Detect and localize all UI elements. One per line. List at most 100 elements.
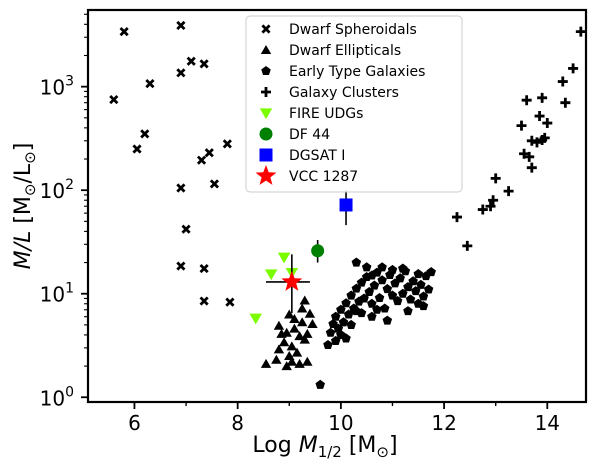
series-dwarf-ellipticals bbox=[260, 295, 318, 371]
early-type-galaxies-point bbox=[382, 315, 393, 325]
early-type-galaxies-point bbox=[367, 311, 377, 321]
y-tick-label: 103 bbox=[40, 74, 74, 100]
dwarf-ellipticals-point bbox=[276, 328, 287, 338]
dwarf-ellipticals-point bbox=[273, 320, 285, 330]
dwarf-ellipticals-point bbox=[291, 347, 303, 357]
series-layer bbox=[109, 20, 586, 389]
legend-marker-early-type-galaxies bbox=[261, 66, 271, 76]
dwarf-ellipticals-point bbox=[289, 314, 300, 323]
early-type-galaxies-point bbox=[323, 339, 333, 350]
dwarf-ellipticals-point bbox=[307, 319, 318, 328]
dwarf-ellipticals-point bbox=[284, 309, 295, 319]
early-type-galaxies-point bbox=[369, 280, 380, 290]
galaxy-clusters-point bbox=[519, 148, 530, 159]
y-axis: 100 101 102 103 bbox=[40, 13, 88, 410]
early-type-galaxies-point bbox=[346, 290, 356, 300]
vcc-1287-point bbox=[281, 270, 303, 291]
fire-udgs-point bbox=[277, 252, 291, 264]
dwarf-spheroidals-point bbox=[132, 144, 142, 154]
dwarf-spheroidals-point bbox=[186, 56, 196, 66]
fire-udgs-point bbox=[264, 269, 278, 281]
dwarf-ellipticals-point bbox=[302, 328, 313, 338]
early-type-galaxies-point bbox=[426, 267, 436, 277]
early-type-galaxies-point bbox=[413, 269, 424, 279]
dwarf-spheroidals-point bbox=[176, 20, 186, 31]
galaxy-clusters-point bbox=[462, 240, 473, 251]
y-axis-title: M/L [M⊙/L⊙] bbox=[11, 143, 39, 270]
dwarf-spheroidals-point bbox=[222, 139, 232, 149]
series-df-44 bbox=[311, 240, 325, 263]
early-type-galaxies-point bbox=[341, 298, 351, 308]
galaxy-clusters-point bbox=[542, 118, 553, 129]
dwarf-ellipticals-point bbox=[281, 361, 292, 371]
y-tick-label: 101 bbox=[40, 281, 74, 307]
dwarf-ellipticals-point bbox=[302, 356, 313, 366]
dwarf-spheroidals-point bbox=[204, 148, 214, 158]
dwarf-ellipticals-point bbox=[286, 341, 298, 351]
early-type-galaxies-point bbox=[341, 333, 351, 343]
dwarf-spheroidals-point bbox=[199, 59, 209, 69]
early-type-galaxies-point bbox=[330, 335, 341, 345]
dwarf-ellipticals-point bbox=[299, 334, 310, 344]
dwarf-ellipticals-point bbox=[296, 317, 308, 327]
early-type-galaxies-point bbox=[346, 319, 356, 329]
y-tick-label: 100 bbox=[40, 384, 74, 410]
galaxy-clusters-point bbox=[534, 111, 545, 122]
legend-marker-dgsat-i bbox=[259, 148, 273, 162]
x-axis-title: Log M1/2 [M⊙] bbox=[252, 433, 397, 459]
dwarf-spheroidals-point bbox=[176, 261, 186, 271]
early-type-galaxies-point bbox=[361, 262, 372, 272]
galaxy-clusters-point bbox=[524, 151, 535, 162]
galaxy-clusters-point bbox=[490, 173, 501, 184]
series-galaxy-clusters bbox=[451, 26, 586, 251]
dwarf-ellipticals-point bbox=[289, 323, 300, 333]
early-type-galaxies-point bbox=[351, 306, 362, 316]
dwarf-spheroidals-point bbox=[119, 27, 129, 37]
galaxy-clusters-point bbox=[537, 92, 548, 103]
dgsat-i-point bbox=[339, 198, 353, 212]
legend-label-early-type-galaxies: Early Type Galaxies bbox=[289, 64, 425, 80]
dwarf-spheroidals-point bbox=[196, 155, 207, 165]
legend-label-dwarf-ellipticals: Dwarf Ellipticals bbox=[289, 43, 401, 59]
galaxy-clusters-point bbox=[488, 195, 499, 206]
x-tick-label: 6 bbox=[128, 411, 141, 435]
series-vcc-1287 bbox=[266, 254, 310, 314]
early-type-galaxies-point bbox=[398, 263, 408, 273]
early-type-galaxies-point bbox=[374, 292, 385, 303]
galaxy-clusters-point bbox=[575, 26, 586, 37]
galaxy-clusters-point bbox=[526, 162, 537, 173]
x-tick-label: 12 bbox=[431, 411, 456, 435]
early-type-galaxies-point bbox=[418, 301, 429, 311]
galaxy-clusters-point bbox=[526, 135, 537, 146]
early-type-galaxies-point bbox=[418, 291, 429, 301]
legend-marker-galaxy-clusters bbox=[261, 87, 271, 97]
early-type-galaxies-point bbox=[387, 264, 398, 274]
galaxy-clusters-point bbox=[521, 95, 532, 106]
early-type-galaxies-point bbox=[315, 379, 325, 389]
legend-marker-dwarf-spheroidals bbox=[261, 24, 271, 34]
legend-label-galaxy-clusters: Galaxy Clusters bbox=[289, 85, 399, 101]
early-type-galaxies-point bbox=[338, 317, 349, 327]
early-type-galaxies-point bbox=[392, 296, 403, 306]
dwarf-spheroidals-point bbox=[109, 94, 119, 105]
early-type-galaxies-point bbox=[387, 290, 398, 300]
galaxy-clusters-point bbox=[557, 76, 568, 87]
early-type-galaxies-point bbox=[405, 294, 416, 304]
series-fire-udgs bbox=[249, 252, 299, 325]
dwarf-ellipticals-point bbox=[260, 358, 272, 368]
series-early-type-galaxies bbox=[315, 257, 436, 389]
legend-label-dgsat-i: DGSAT I bbox=[289, 148, 345, 164]
df-44-point bbox=[311, 244, 325, 258]
dwarf-ellipticals-point bbox=[271, 354, 282, 364]
galaxy-clusters-point bbox=[485, 201, 496, 212]
dwarf-spheroidals-point bbox=[145, 79, 155, 89]
series-dgsat-i bbox=[339, 190, 353, 226]
dwarf-spheroidals-point bbox=[209, 179, 220, 189]
dwarf-ellipticals-point bbox=[273, 344, 285, 354]
early-type-galaxies-point bbox=[351, 257, 362, 267]
galaxy-clusters-point bbox=[539, 132, 550, 143]
dwarf-ellipticals-point bbox=[286, 356, 298, 366]
x-tick-label: 8 bbox=[231, 411, 244, 435]
galaxy-clusters-point bbox=[531, 137, 542, 148]
galaxy-clusters-point bbox=[560, 97, 571, 108]
